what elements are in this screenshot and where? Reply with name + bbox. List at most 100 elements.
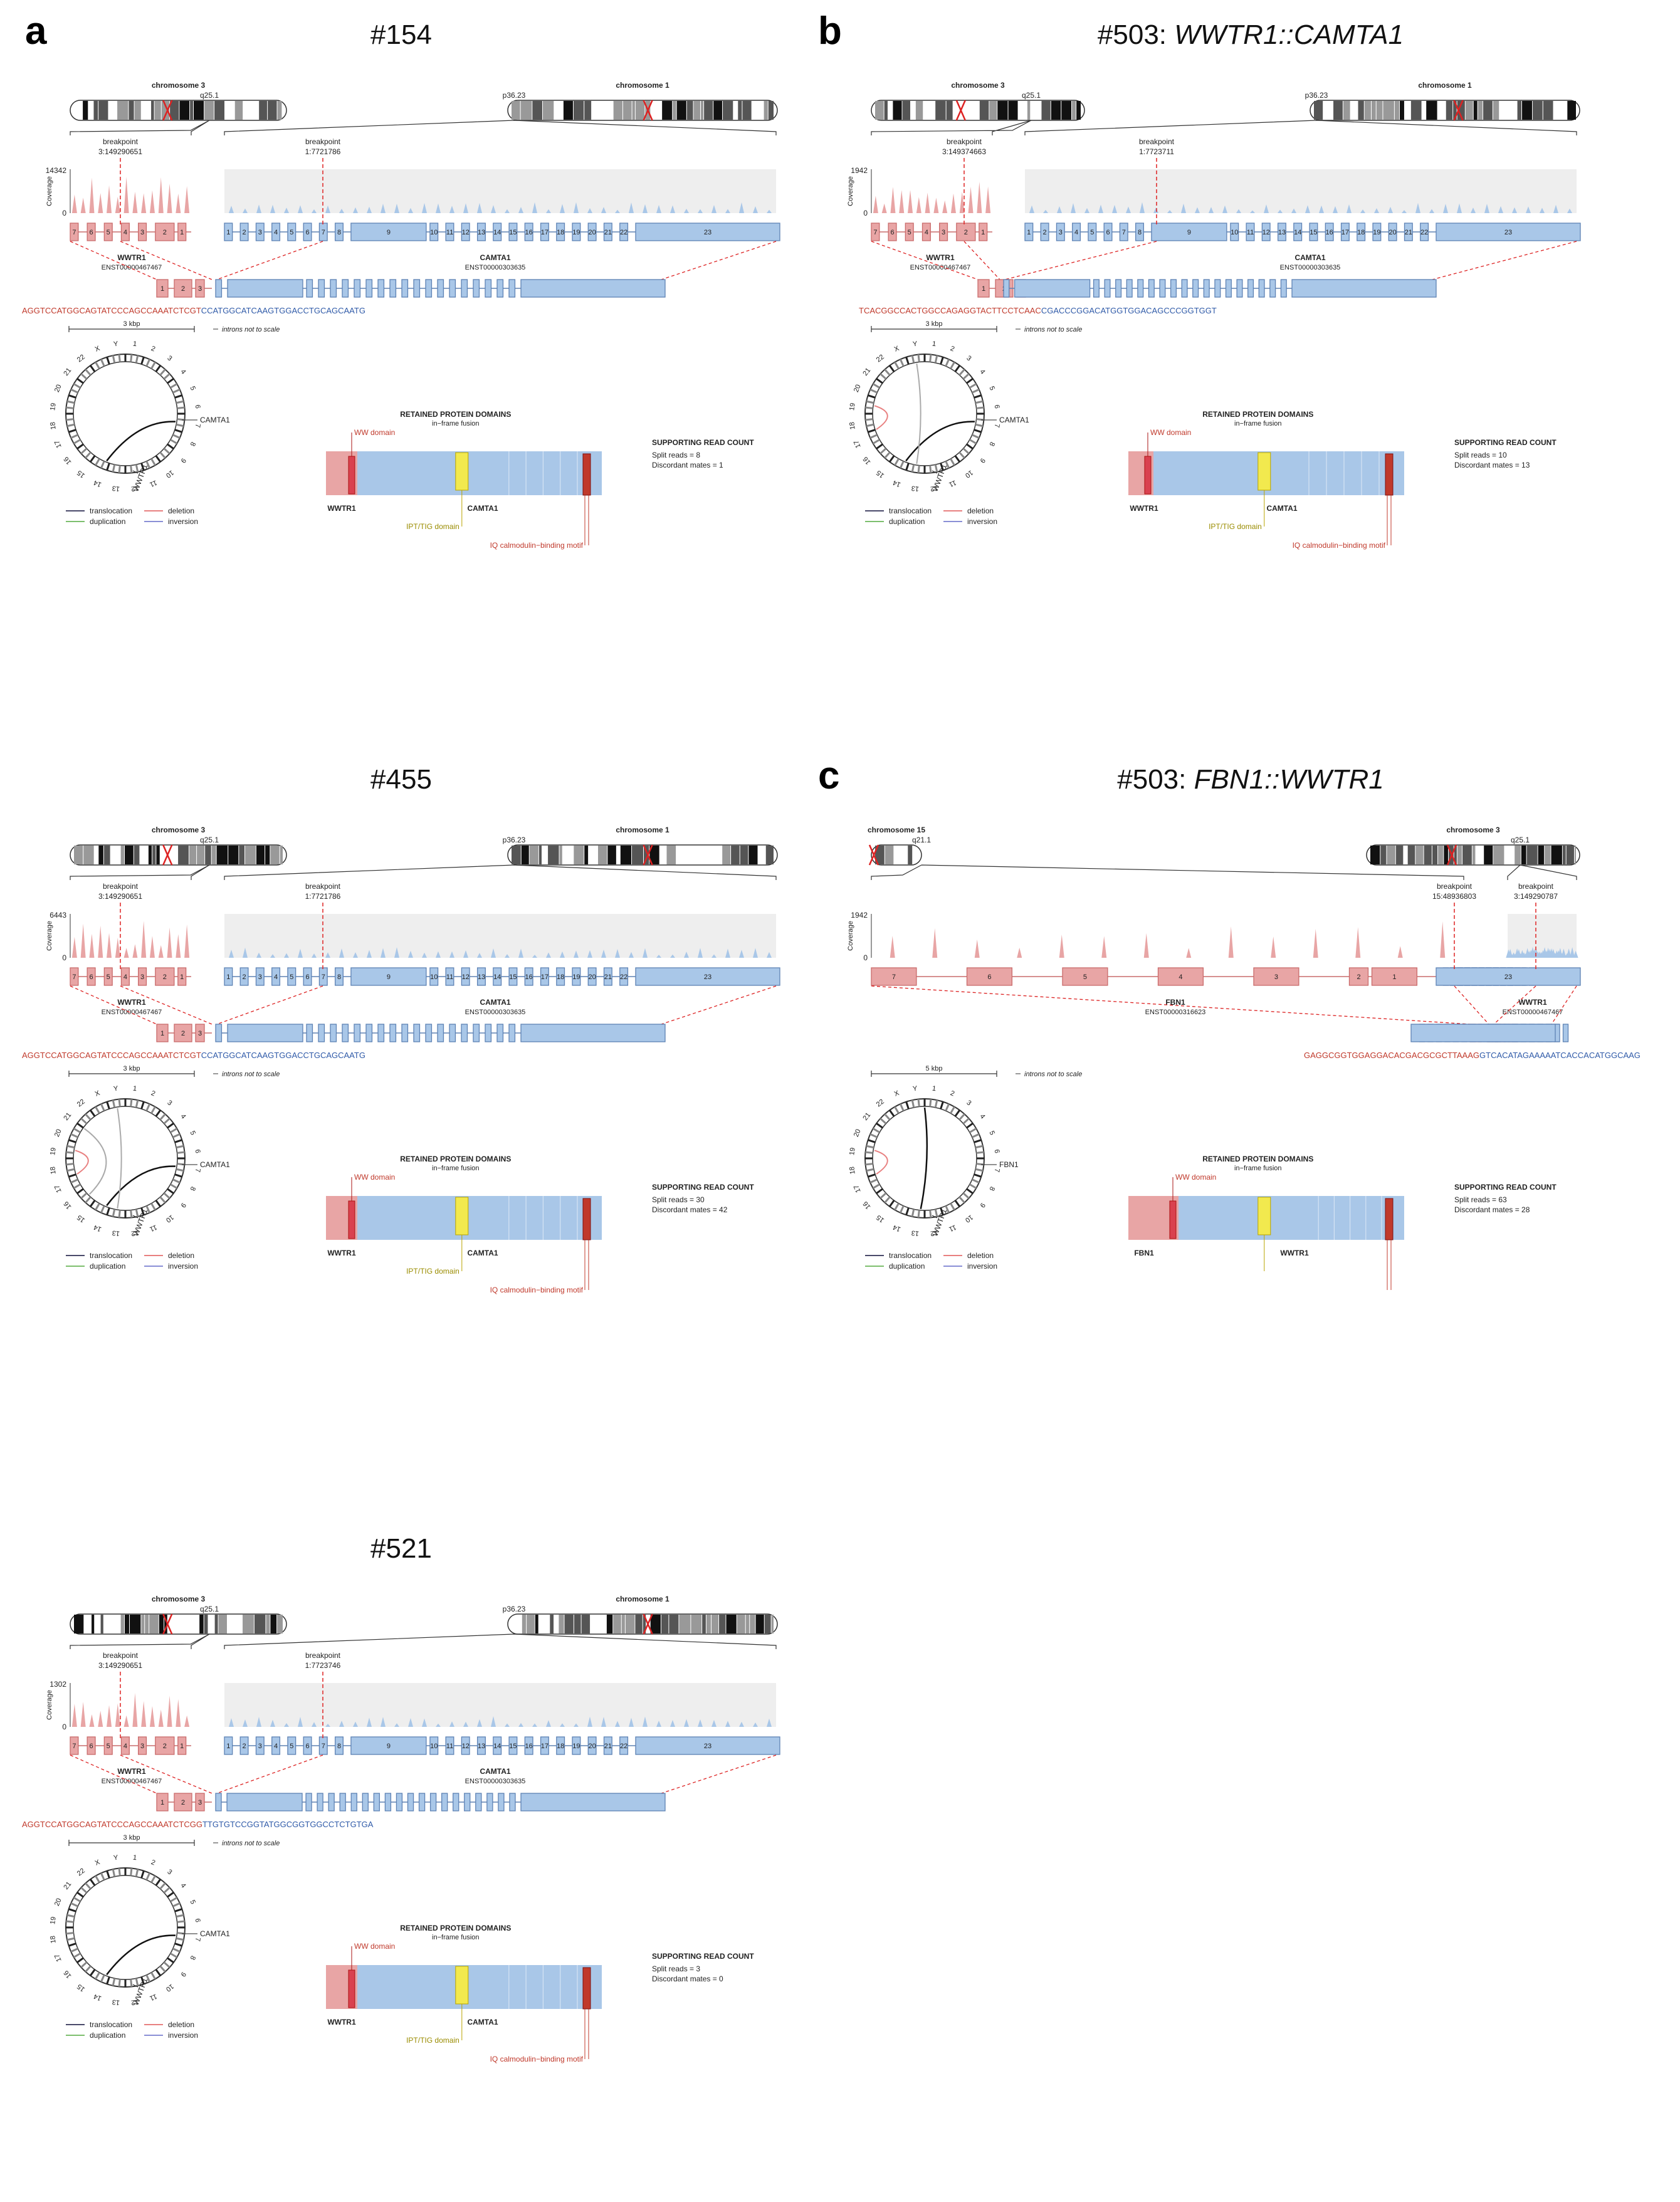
gene2-exon-number: 17 bbox=[541, 973, 549, 981]
gene2-exon-number: 16 bbox=[525, 1743, 533, 1750]
gene1-exon bbox=[87, 967, 96, 986]
circos-chrom-label: 18 bbox=[848, 1166, 857, 1175]
fusion-3p-exon bbox=[401, 279, 409, 298]
gene2-exon bbox=[1340, 223, 1350, 241]
circos-band bbox=[118, 1210, 121, 1218]
left-chromosome-band bbox=[159, 1615, 164, 1633]
iq-motif-box bbox=[582, 1967, 591, 2010]
circos-band bbox=[911, 1099, 915, 1108]
circos-chrom-label: 10 bbox=[963, 1213, 974, 1224]
panel-title: #503: FBN1::WWTR1 bbox=[1117, 764, 1383, 795]
circos-band bbox=[89, 1109, 96, 1117]
circos-band bbox=[945, 1103, 950, 1111]
circos-band bbox=[68, 1942, 76, 1947]
gene2-exon-number: 6 bbox=[1106, 229, 1110, 236]
left-chromosome-band bbox=[120, 846, 125, 864]
left-band-label: q25.1 bbox=[1022, 91, 1041, 100]
left-chromosome-band bbox=[149, 1615, 159, 1633]
circos-chrom-label: 4 bbox=[978, 1113, 986, 1120]
circos-band bbox=[85, 1965, 92, 1973]
right-chromosome-band bbox=[1407, 846, 1415, 864]
fusion-3p-exon bbox=[1181, 279, 1188, 298]
gene2-exon-number: 5 bbox=[290, 1743, 293, 1750]
circos-chrom-label: X bbox=[94, 1859, 102, 1867]
circos-band bbox=[966, 1188, 974, 1195]
circos-chrom-label: 12 bbox=[130, 1998, 139, 2006]
domains-subtitle: in−frame fusion bbox=[1234, 1165, 1282, 1172]
left-chromosome-band bbox=[254, 1615, 266, 1633]
circos-band bbox=[95, 1203, 100, 1211]
gene2-exon-number: 14 bbox=[493, 973, 501, 981]
breakpoint-1-position: 3:149290651 bbox=[98, 147, 142, 156]
circos-band bbox=[100, 359, 105, 367]
left-chromosome-band bbox=[1061, 101, 1072, 120]
left-chromosome-band bbox=[989, 101, 997, 120]
circos-band bbox=[73, 439, 81, 444]
circos-band bbox=[76, 1122, 84, 1129]
left-chromosome-band bbox=[214, 101, 225, 120]
circos-partner-label: CAMTA1 bbox=[200, 416, 230, 424]
fusion-5p-exon bbox=[174, 1024, 192, 1042]
right-chromosome-band bbox=[521, 846, 529, 864]
iq-motif-leader bbox=[1387, 1240, 1392, 1290]
coverage-max-label: 1302 bbox=[50, 1680, 66, 1689]
circos-band bbox=[899, 359, 905, 367]
fusion-connector-lines bbox=[871, 241, 1577, 280]
gene2-exon bbox=[524, 1736, 533, 1755]
fusion-3p-exon bbox=[342, 1024, 349, 1042]
gene2-exon bbox=[1372, 223, 1382, 241]
gene-1-name: WWTR1 bbox=[117, 1767, 146, 1776]
circos-chrom-label: 17 bbox=[853, 1184, 863, 1194]
left-chromosome-centromere bbox=[868, 844, 879, 866]
fusion-connector-lines bbox=[70, 985, 777, 1025]
gene1-exon-number: 7 bbox=[873, 229, 877, 236]
gene2-exon-number: 11 bbox=[446, 229, 453, 236]
circos-chrom-label: 9 bbox=[978, 1201, 986, 1208]
fusion-5p-exon bbox=[977, 279, 990, 298]
fusion-3p-exon bbox=[425, 279, 433, 298]
circos-band bbox=[876, 377, 883, 384]
fusion-3p-exon bbox=[1291, 279, 1437, 298]
gene2-exon bbox=[1436, 967, 1581, 986]
circos-partner-label: CAMTA1 bbox=[200, 1929, 230, 1938]
gene2-exon bbox=[303, 1736, 312, 1755]
domains-title: RETAINED PROTEIN DOMAINS bbox=[400, 1155, 511, 1163]
fusion-5p-exon-number: 1 bbox=[160, 1030, 164, 1037]
gene-2-transcript: ENST00000303635 bbox=[465, 264, 526, 271]
right-chromosome-name: chromosome 3 bbox=[1446, 826, 1500, 834]
scale-bar bbox=[871, 1071, 997, 1077]
gene1-exon-number: 5 bbox=[1083, 973, 1087, 981]
gene2-exon-number: 1 bbox=[226, 1743, 230, 1750]
gene2-exon bbox=[1309, 223, 1318, 241]
circos-chrom-label: 14 bbox=[892, 478, 902, 488]
fusion-3p-exon bbox=[485, 279, 492, 298]
fusion-5p-exon-number: 1 bbox=[160, 285, 164, 293]
panel-title-genes: WWTR1::CAMTA1 bbox=[1174, 19, 1404, 50]
coverage-axis-title: Coverage bbox=[46, 176, 53, 206]
circos-chrom-label: 4 bbox=[179, 1882, 187, 1889]
domains-title: RETAINED PROTEIN DOMAINS bbox=[1202, 1155, 1313, 1163]
circos-band bbox=[865, 418, 873, 421]
left-chromosome bbox=[70, 1613, 287, 1635]
circos-band bbox=[68, 1173, 76, 1178]
circos-chrom-label: 11 bbox=[948, 478, 957, 488]
gene1-exon bbox=[1253, 967, 1299, 986]
gene1-exon bbox=[120, 967, 130, 986]
coverage-background bbox=[224, 914, 776, 958]
circos-band bbox=[945, 461, 950, 469]
circos-chrom-label: 9 bbox=[179, 456, 187, 464]
right-chromosome-band bbox=[1395, 846, 1404, 864]
gene1-exon-number: 5 bbox=[107, 229, 110, 236]
fusion-3p-exon bbox=[449, 1024, 456, 1042]
circos-band bbox=[80, 448, 88, 454]
circos-band bbox=[118, 1979, 121, 1987]
right-chromosome-band bbox=[1574, 846, 1576, 864]
left-chromosome-band bbox=[189, 846, 197, 864]
circos-gene-label: WWTR1 bbox=[931, 1207, 949, 1237]
gene1-exon-number: 5 bbox=[107, 1743, 110, 1750]
circos-band bbox=[140, 463, 145, 471]
circos-band bbox=[130, 465, 133, 473]
circos-band bbox=[106, 1870, 110, 1879]
circos-chrom-label: 17 bbox=[53, 1953, 63, 1963]
circos-chrom-label: 9 bbox=[978, 456, 986, 464]
